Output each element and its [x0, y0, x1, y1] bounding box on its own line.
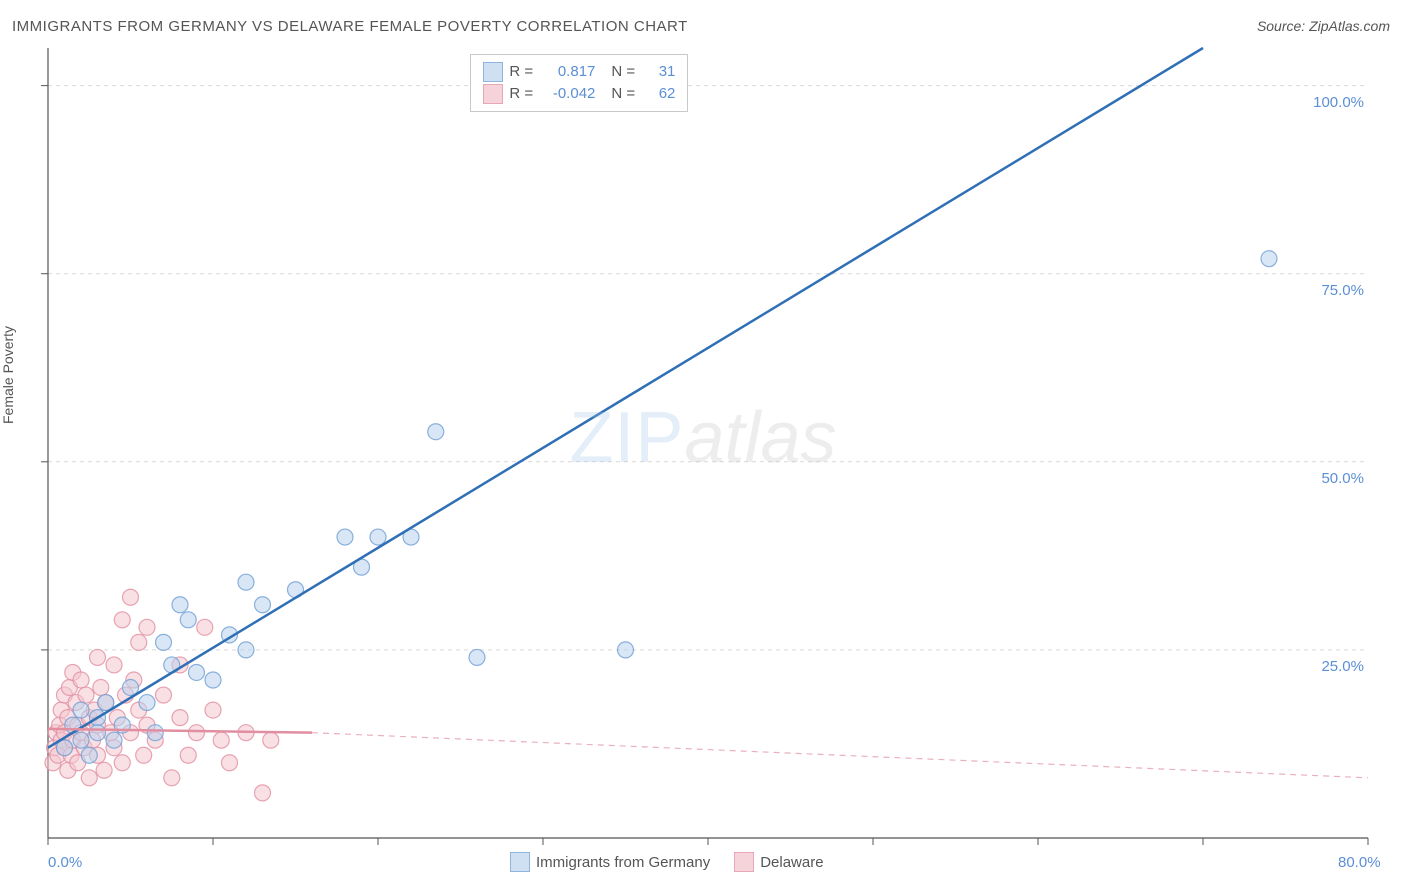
x-tick-label: 80.0%: [1338, 854, 1381, 871]
data-point: [180, 612, 196, 628]
legend-r-label: R =: [509, 83, 539, 105]
legend-series: Immigrants from Germany Delaware: [510, 852, 824, 872]
data-point: [147, 725, 163, 741]
data-point: [96, 762, 112, 778]
y-tick-label: 100.0%: [1313, 94, 1364, 111]
y-tick-label: 75.0%: [1321, 282, 1364, 299]
data-point: [205, 672, 221, 688]
data-point: [172, 597, 188, 613]
legend-correlation-row: R = -0.042 N = 62: [483, 83, 675, 105]
y-tick-label: 25.0%: [1321, 658, 1364, 675]
legend-series-label: Immigrants from Germany: [536, 854, 710, 871]
legend-series-label: Delaware: [760, 854, 823, 871]
legend-n-label: N =: [611, 61, 641, 83]
data-point: [81, 770, 97, 786]
legend-correlation-row: R = 0.817 N = 31: [483, 61, 675, 83]
legend-n-value: 31: [647, 61, 675, 83]
legend-r-label: R =: [509, 61, 539, 83]
data-point: [469, 649, 485, 665]
data-point: [618, 642, 634, 658]
data-point: [78, 687, 94, 703]
data-point: [73, 702, 89, 718]
trend-line-extension: [312, 733, 1368, 778]
data-point: [213, 732, 229, 748]
legend-series-item: Delaware: [734, 852, 823, 872]
data-point: [1261, 251, 1277, 267]
data-point: [180, 747, 196, 763]
data-point: [238, 574, 254, 590]
data-point: [189, 725, 205, 741]
data-point: [255, 785, 271, 801]
data-point: [114, 612, 130, 628]
data-point: [106, 732, 122, 748]
data-point: [164, 770, 180, 786]
legend-n-label: N =: [611, 83, 641, 105]
data-point: [156, 687, 172, 703]
legend-series-item: Immigrants from Germany: [510, 852, 710, 872]
data-point: [337, 529, 353, 545]
correlation-chart: IMMIGRANTS FROM GERMANY VS DELAWARE FEMA…: [0, 0, 1406, 892]
data-point: [189, 664, 205, 680]
legend-swatch: [483, 62, 503, 82]
x-tick-label: 0.0%: [48, 854, 82, 871]
data-point: [139, 619, 155, 635]
data-point: [131, 634, 147, 650]
legend-n-value: 62: [647, 83, 675, 105]
data-point: [156, 634, 172, 650]
legend-r-value: 0.817: [545, 61, 595, 83]
y-tick-label: 50.0%: [1321, 470, 1364, 487]
data-point: [93, 680, 109, 696]
data-point: [263, 732, 279, 748]
data-point: [90, 649, 106, 665]
chart-svg: [0, 0, 1406, 892]
data-point: [106, 657, 122, 673]
legend-r-value: -0.042: [545, 83, 595, 105]
data-point: [428, 424, 444, 440]
data-point: [222, 755, 238, 771]
data-point: [205, 702, 221, 718]
data-point: [255, 597, 271, 613]
data-point: [370, 529, 386, 545]
legend-swatch: [734, 852, 754, 872]
data-point: [123, 589, 139, 605]
legend-correlation: R = 0.817 N = 31 R = -0.042 N = 62: [470, 54, 688, 112]
data-point: [136, 747, 152, 763]
data-point: [139, 695, 155, 711]
legend-swatch: [510, 852, 530, 872]
data-point: [197, 619, 213, 635]
legend-swatch: [483, 84, 503, 104]
data-point: [172, 710, 188, 726]
data-point: [73, 672, 89, 688]
data-point: [73, 732, 89, 748]
data-point: [90, 725, 106, 741]
data-point: [81, 747, 97, 763]
data-point: [238, 642, 254, 658]
data-point: [114, 755, 130, 771]
